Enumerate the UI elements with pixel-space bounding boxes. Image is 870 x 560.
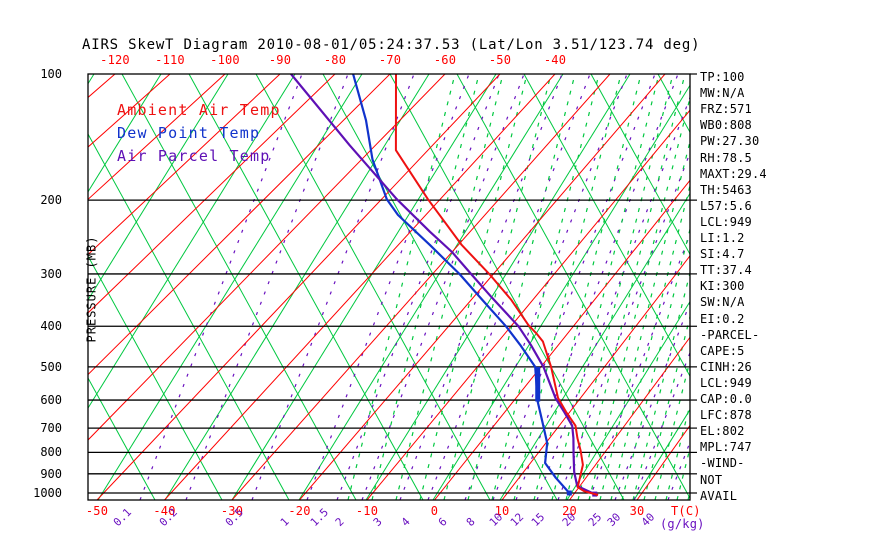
- temp-axis-tick-label: -20: [288, 504, 311, 518]
- pressure-grid-lines: [88, 199, 690, 494]
- panel-row: SI:4.7: [700, 247, 745, 262]
- temp-axis-tick-label: -50: [85, 504, 109, 518]
- temp-axis-tick-label: -10: [355, 504, 379, 518]
- panel-row: MW:N/A: [700, 86, 745, 101]
- pressure-tick-label: 300: [40, 266, 62, 281]
- panel-row: FRZ:571: [700, 102, 752, 117]
- panel-row: MPL:747: [700, 440, 752, 455]
- top-axis-tick-label: -100: [210, 53, 240, 67]
- panel-row: TT:37.4: [700, 263, 752, 278]
- top-axis-tick-label: -80: [323, 53, 347, 67]
- temp-axis-tick-label: -40: [153, 504, 176, 518]
- panel-row: CAP:0.0: [700, 392, 752, 406]
- panel-row: SW:N/A: [700, 295, 745, 310]
- right-edge-ticks: [690, 73, 697, 494]
- pressure-tick-label: 700: [40, 421, 62, 436]
- pressure-tick-label: 1000: [33, 486, 62, 500]
- pressure-tick-label: 800: [40, 445, 62, 460]
- dry-adiabat-lines: [88, 74, 690, 500]
- moist-adiabat-dashed-lines: [347, 74, 690, 500]
- panel-row: LI:1.2: [700, 231, 745, 245]
- panel-row: EL:802: [700, 424, 745, 439]
- top-axis-tick-label: -90: [268, 53, 292, 67]
- top-axis-tick-label: -40: [543, 53, 567, 67]
- legend-dew-point: Dew Point Temp: [117, 124, 261, 142]
- panel-row: AVAIL: [700, 488, 738, 503]
- panel-row: CINH:26: [700, 359, 752, 374]
- pressure-tick-label: 500: [40, 359, 62, 374]
- panel-row: WB0:808: [700, 118, 752, 133]
- sounding-curves: [290, 74, 599, 497]
- temp-axis-tick-label: -30: [220, 504, 244, 518]
- mix-ratio-axis-unit: (g/kg): [660, 517, 705, 531]
- panel-row: -PARCEL-: [700, 327, 760, 342]
- plot-border: [87, 73, 691, 501]
- temp-axis-unit: T(C): [671, 504, 701, 518]
- top-axis-tick-label: -110: [155, 53, 185, 67]
- temp-axis-tick-label: 30: [629, 504, 645, 518]
- legend-ambient-temp: Ambient Air Temp: [117, 101, 281, 119]
- top-axis-tick-label: -50: [488, 53, 512, 67]
- pressure-tick-label: 900: [40, 466, 62, 481]
- top-axis-tick-label: -70: [378, 53, 402, 67]
- chart-title: AIRS SkewT Diagram 2010-08-01/05:24:37.5…: [82, 37, 701, 53]
- panel-row: LCL:949: [700, 375, 752, 390]
- panel-row: PW:27.30: [700, 134, 760, 149]
- panel-row: L57:5.6: [700, 198, 752, 213]
- temp-axis-tick-label: 0: [430, 504, 439, 518]
- panel-row: TH:5463: [700, 182, 752, 197]
- pressure-tick-label: 100: [40, 67, 62, 81]
- pressure-tick-label: 600: [40, 393, 62, 408]
- panel-row: TP:100: [700, 70, 745, 84]
- legend: Ambient Air Temp Dew Point Temp Air Parc…: [117, 99, 281, 168]
- pressure-axis-label: PRESSURE (MB): [84, 235, 99, 343]
- top-axis-tick-label: -120: [100, 53, 130, 67]
- panel-row: KI:300: [700, 279, 745, 294]
- panel-row: RH:78.5: [700, 150, 752, 165]
- pressure-tick-label: 200: [40, 193, 62, 208]
- panel-row: MAXT:29.4: [700, 166, 767, 181]
- panel-row: CAPE:5: [700, 343, 745, 358]
- panel-row: LFC:878: [700, 408, 752, 423]
- panel-row: LCL:949: [700, 214, 752, 229]
- pressure-tick-label: 400: [40, 319, 62, 334]
- saturated-adiabat-lines: [88, 74, 690, 500]
- temp-axis-tick-label: 10: [494, 504, 510, 518]
- panel-row: NOT: [700, 472, 723, 487]
- panel-row: EI:0.2: [700, 311, 745, 326]
- panel-row: -WIND-: [700, 456, 745, 471]
- legend-air-parcel: Air Parcel Temp: [117, 147, 271, 165]
- temp-axis-tick-label: 20: [562, 504, 577, 518]
- top-axis-tick-label: -60: [433, 53, 457, 67]
